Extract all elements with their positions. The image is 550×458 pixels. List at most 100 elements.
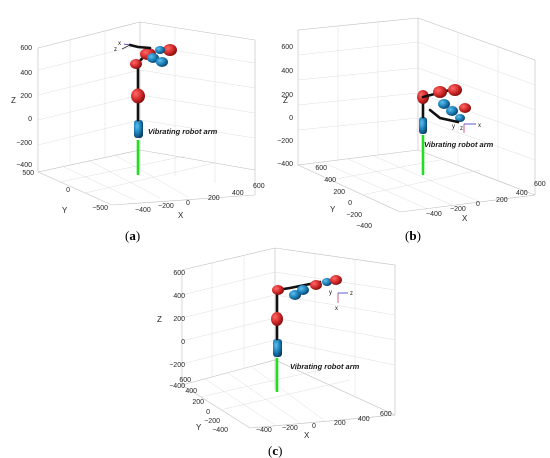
panel-c-wrist-link-2 xyxy=(297,285,309,295)
panel-a-elbow-joint xyxy=(131,88,145,104)
panel-a-z-label: Z xyxy=(11,96,16,105)
x-tick: 600 xyxy=(534,181,546,188)
y-tick: 0 xyxy=(206,409,210,416)
x-tick: −400 xyxy=(135,207,151,214)
z-tick: −200 xyxy=(16,140,32,147)
panel-a-x-ticks: −400 −200 0 200 400 600 xyxy=(135,183,265,214)
panel-c-shoulder-joint xyxy=(272,285,284,295)
panel-c-wrist-link-3 xyxy=(322,278,332,286)
x-tick: 400 xyxy=(516,190,528,197)
panel-b-y-label: Y xyxy=(330,205,336,214)
panel-c-y-label: Y xyxy=(196,423,202,432)
x-tick: −200 xyxy=(450,206,466,213)
x-tick: 600 xyxy=(253,183,265,190)
x-tick: 0 xyxy=(476,201,480,208)
x-tick: 400 xyxy=(232,190,244,197)
panel-c-base-link xyxy=(273,339,282,357)
z-tick: 0 xyxy=(289,115,293,122)
y-tick: −200 xyxy=(204,418,220,425)
panel-c-grid xyxy=(181,247,396,429)
z-tick: 600 xyxy=(20,45,32,52)
panel-a-frame-label-x: x xyxy=(118,41,121,47)
panel-b-grid xyxy=(297,17,536,213)
panel-a-end-link xyxy=(128,43,152,50)
panel-c-caption: (c) xyxy=(268,443,282,458)
x-tick: −400 xyxy=(256,427,272,434)
panel-b: y z x Vibrating robot arm 600 400 200 0 … xyxy=(277,17,546,243)
panel-b-wrist-link-1 xyxy=(438,99,450,109)
y-tick: 400 xyxy=(185,388,197,395)
panel-c-z-label: Z xyxy=(157,315,162,324)
panel-c-wrist-joint-2 xyxy=(330,275,342,285)
y-tick: −400 xyxy=(356,223,372,230)
y-tick: −400 xyxy=(212,427,228,434)
x-tick: 200 xyxy=(208,195,220,202)
panel-a-frame-axis-z xyxy=(121,44,131,50)
panel-b-frame-label-z: z xyxy=(460,126,463,132)
panel-a-x-label: X xyxy=(178,211,184,220)
y-tick: 200 xyxy=(333,189,345,196)
panel-c-x-ticks: −400 −200 0 200 400 600 xyxy=(256,411,392,434)
panel-b-wrist-link-2 xyxy=(446,106,458,116)
x-tick: 0 xyxy=(186,200,190,207)
panel-a-base-link xyxy=(134,120,143,138)
z-tick: 600 xyxy=(281,44,293,51)
panel-b-wrist-joint-1 xyxy=(448,84,462,96)
panel-a-wrist-link-2 xyxy=(156,57,168,67)
y-tick: 0 xyxy=(66,187,70,194)
panel-a-frame-axis-x xyxy=(123,43,131,46)
y-tick: −500 xyxy=(92,205,108,212)
panel-a-annotation: Vibrating robot arm xyxy=(148,127,218,136)
panel-c: y z x Vibrating robot arm 600 400 200 0 … xyxy=(157,247,396,458)
panel-b-frame-label-x: x xyxy=(478,123,481,129)
panel-c-frame-label-y: y xyxy=(329,290,332,296)
panel-c-elbow-joint xyxy=(271,312,283,326)
panel-b-caption: (b) xyxy=(405,228,421,243)
panel-c-x-label: X xyxy=(304,431,310,440)
panel-b-end-link xyxy=(428,108,460,124)
panel-b-base-link xyxy=(419,117,427,134)
y-tick: 500 xyxy=(22,170,34,177)
z-tick: 200 xyxy=(20,93,32,100)
panel-a-y-label: Y xyxy=(62,206,68,215)
y-tick: 600 xyxy=(315,165,327,172)
z-tick: 600 xyxy=(173,270,185,277)
z-tick: −400 xyxy=(169,383,185,390)
panel-c-frame-label-z: z xyxy=(350,291,353,297)
z-tick: 0 xyxy=(28,116,32,123)
x-tick: −200 xyxy=(282,425,298,432)
x-tick: −400 xyxy=(426,211,442,218)
z-tick: −200 xyxy=(277,138,293,145)
x-tick: −200 xyxy=(158,203,174,210)
panel-c-wrist-joint-1 xyxy=(310,280,322,290)
y-tick: 200 xyxy=(192,399,204,406)
x-tick: 200 xyxy=(496,197,508,204)
panel-c-annotation: Vibrating robot arm xyxy=(290,362,360,371)
panel-a-wrist-link-1 xyxy=(147,53,159,63)
panel-a-wrist-joint-2 xyxy=(163,44,177,56)
panel-b-y-ticks: 600 400 200 0 −200 −400 xyxy=(315,165,372,230)
x-tick: 400 xyxy=(358,416,370,423)
z-tick: 400 xyxy=(281,68,293,75)
panel-a-shoulder-joint xyxy=(130,59,142,69)
z-tick: 200 xyxy=(281,92,293,99)
panel-c-y-ticks: 600 400 200 0 −200 −400 xyxy=(179,377,228,434)
x-tick: 600 xyxy=(380,411,392,418)
panel-b-z-label: Z xyxy=(283,96,288,105)
x-tick: 0 xyxy=(312,423,316,430)
z-tick: 400 xyxy=(20,70,32,77)
y-tick: 600 xyxy=(179,377,191,384)
z-tick: −400 xyxy=(277,161,293,168)
panel-c-robot: y z x xyxy=(271,275,353,392)
panel-b-x-ticks: −400 −200 0 200 400 600 xyxy=(426,181,546,218)
panel-c-z-ticks: 600 400 200 0 −200 −400 xyxy=(169,270,185,390)
y-tick: 400 xyxy=(324,177,336,184)
z-tick: 0 xyxy=(181,339,185,346)
panel-b-z-ticks: 600 400 200 0 −200 −400 xyxy=(277,44,293,168)
panel-a: x z Vibrating robot arm 600 400 200 0 −2… xyxy=(11,21,265,243)
panel-b-shoulder-joint xyxy=(433,86,447,98)
y-tick: 0 xyxy=(348,200,352,207)
y-tick: −200 xyxy=(346,212,362,219)
panel-a-y-ticks: 500 0 −500 xyxy=(22,170,108,212)
